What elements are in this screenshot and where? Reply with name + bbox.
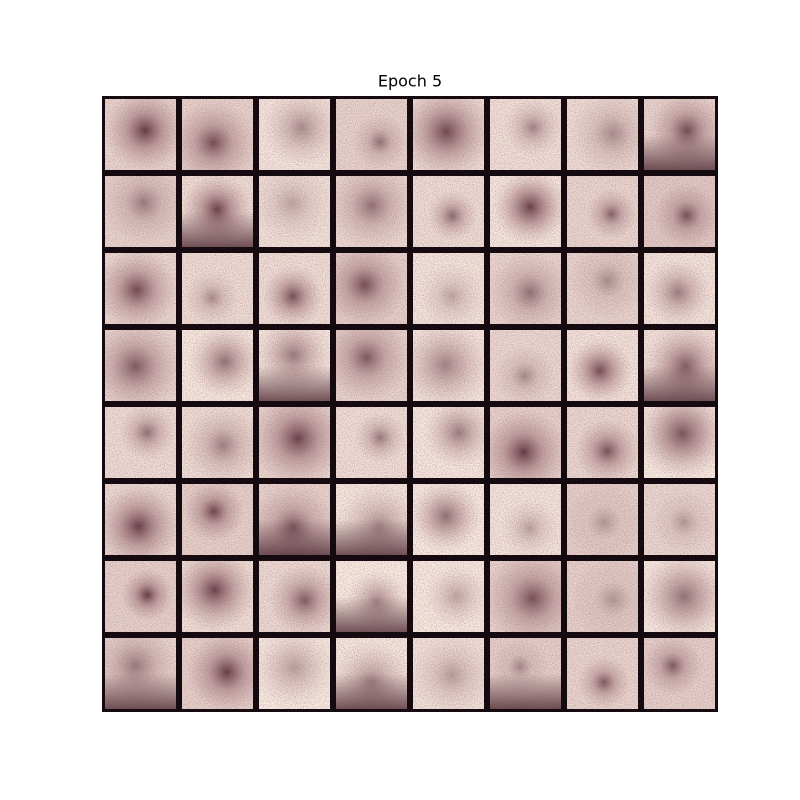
generated-image (182, 638, 253, 709)
generated-image (490, 484, 561, 555)
generated-image (644, 561, 715, 632)
generated-image (259, 253, 330, 324)
generated-image (413, 638, 484, 709)
generated-image (567, 407, 638, 478)
image-grid (105, 99, 715, 709)
generated-image (644, 253, 715, 324)
generated-image (644, 99, 715, 170)
generated-image (644, 176, 715, 247)
generated-image (105, 561, 176, 632)
generated-image (413, 407, 484, 478)
generated-image (567, 561, 638, 632)
generated-image (105, 330, 176, 401)
generated-image (336, 253, 407, 324)
generated-image (490, 561, 561, 632)
generated-image (567, 99, 638, 170)
generated-image (490, 330, 561, 401)
generated-image (336, 176, 407, 247)
generated-image (182, 99, 253, 170)
generated-image (336, 330, 407, 401)
generated-image (567, 638, 638, 709)
generated-image (644, 407, 715, 478)
generated-image (644, 638, 715, 709)
generated-image (105, 176, 176, 247)
generated-image (105, 253, 176, 324)
generated-image (490, 176, 561, 247)
generated-image (567, 330, 638, 401)
generated-image (413, 99, 484, 170)
generated-image (259, 561, 330, 632)
generated-image (567, 253, 638, 324)
generated-image (644, 330, 715, 401)
generated-image (336, 638, 407, 709)
generated-image (259, 407, 330, 478)
generated-image (490, 253, 561, 324)
generated-image (259, 484, 330, 555)
generated-image (105, 407, 176, 478)
generated-image (105, 638, 176, 709)
generated-image (644, 484, 715, 555)
generated-image (336, 561, 407, 632)
generated-image (413, 330, 484, 401)
generated-image (182, 176, 253, 247)
generated-image (182, 484, 253, 555)
generated-image (413, 561, 484, 632)
generated-image (259, 99, 330, 170)
generated-image (105, 99, 176, 170)
generated-image (336, 407, 407, 478)
generated-image (413, 253, 484, 324)
generated-image (336, 99, 407, 170)
generated-image (259, 638, 330, 709)
generated-image (105, 484, 176, 555)
title: Epoch 5 (378, 72, 442, 91)
generated-image (567, 484, 638, 555)
generated-image (182, 253, 253, 324)
generated-image (336, 484, 407, 555)
generated-image (182, 407, 253, 478)
generated-image (567, 176, 638, 247)
generated-image (182, 561, 253, 632)
generated-image (182, 330, 253, 401)
generated-image (413, 484, 484, 555)
generated-image (490, 638, 561, 709)
generated-image (259, 176, 330, 247)
generated-image (490, 99, 561, 170)
generated-image (259, 330, 330, 401)
generated-image (490, 407, 561, 478)
generated-image (413, 176, 484, 247)
